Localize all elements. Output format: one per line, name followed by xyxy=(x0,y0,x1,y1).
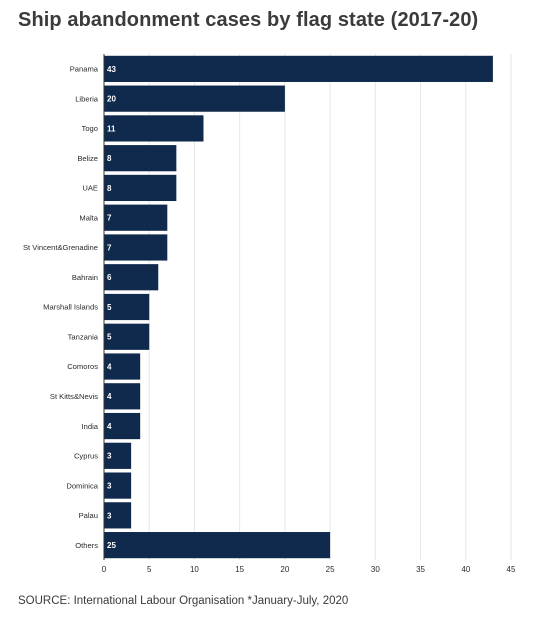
value-label-comoros: 4 xyxy=(107,362,112,371)
x-tick-label-30: 30 xyxy=(371,565,380,574)
x-tick-label-10: 10 xyxy=(190,565,199,574)
x-tick-label-5: 5 xyxy=(147,565,152,574)
x-tick-label-0: 0 xyxy=(102,565,107,574)
x-tick-label-45: 45 xyxy=(507,565,516,574)
value-label-others: 25 xyxy=(107,541,116,550)
bar-comoros xyxy=(104,353,141,380)
value-label-panama: 43 xyxy=(107,65,116,74)
source-note: SOURCE: International Labour Organisatio… xyxy=(18,595,349,607)
category-label-palau: Palau xyxy=(79,511,98,520)
value-label-belize: 8 xyxy=(107,154,112,163)
category-label-togo: Togo xyxy=(82,124,98,133)
category-label-india: India xyxy=(82,422,99,431)
value-label-togo: 11 xyxy=(107,124,116,133)
category-label-dominica: Dominica xyxy=(66,481,98,490)
value-label-bahrain: 6 xyxy=(107,273,112,282)
category-label-belize: Belize xyxy=(77,154,98,163)
bar-dominica xyxy=(104,472,132,499)
category-label-panama: Panama xyxy=(70,65,99,74)
bar-others xyxy=(104,532,331,559)
category-label-liberia: Liberia xyxy=(75,94,99,103)
bar-belize xyxy=(104,145,177,172)
category-label-cyprus: Cyprus xyxy=(74,452,98,461)
chart-title: Ship abandonment cases by flag state (20… xyxy=(18,9,479,31)
bar-bahrain xyxy=(104,264,159,291)
bar-uae xyxy=(104,174,177,202)
bar-st-vincent-grenadine xyxy=(104,234,168,261)
bar-india xyxy=(104,412,141,440)
bar-palau xyxy=(104,502,132,529)
category-label-marshall-islands: Marshall Islands xyxy=(43,303,98,312)
category-label-malta: Malta xyxy=(79,213,98,222)
value-label-india: 4 xyxy=(107,422,112,431)
category-label-comoros: Comoros xyxy=(67,362,98,371)
x-tick-label-25: 25 xyxy=(326,565,335,574)
value-label-marshall-islands: 5 xyxy=(107,303,112,312)
value-label-palau: 3 xyxy=(107,511,112,520)
bar-panama xyxy=(104,55,493,82)
x-tick-label-20: 20 xyxy=(280,565,289,574)
value-label-malta: 7 xyxy=(107,214,112,223)
bar-tanzania xyxy=(104,323,150,350)
bar-malta xyxy=(104,204,168,231)
value-label-dominica: 3 xyxy=(107,481,112,490)
bar-marshall-islands xyxy=(104,293,150,321)
value-label-liberia: 20 xyxy=(107,95,116,104)
value-label-tanzania: 5 xyxy=(107,333,112,342)
category-label-st-kitts-nevis: St Kitts&Nevis xyxy=(50,392,98,401)
x-tick-label-15: 15 xyxy=(235,565,244,574)
value-label-st-kitts-nevis: 4 xyxy=(107,392,112,401)
value-label-st-vincent-grenadine: 7 xyxy=(107,243,112,252)
category-label-st-vincent-grenadine: St Vincent&Grenadine xyxy=(23,243,98,252)
x-tick-label-35: 35 xyxy=(416,565,425,574)
category-label-others: Others xyxy=(75,541,98,550)
category-label-uae: UAE xyxy=(82,184,98,193)
value-label-cyprus: 3 xyxy=(107,452,112,461)
category-label-bahrain: Bahrain xyxy=(72,273,98,282)
bar-togo xyxy=(104,115,204,142)
bar-st-kitts-nevis xyxy=(104,383,141,410)
bar-liberia xyxy=(104,85,285,112)
category-label-tanzania: Tanzania xyxy=(68,332,99,341)
value-label-uae: 8 xyxy=(107,184,112,193)
x-tick-label-40: 40 xyxy=(461,565,470,574)
bar-cyprus xyxy=(104,442,132,469)
